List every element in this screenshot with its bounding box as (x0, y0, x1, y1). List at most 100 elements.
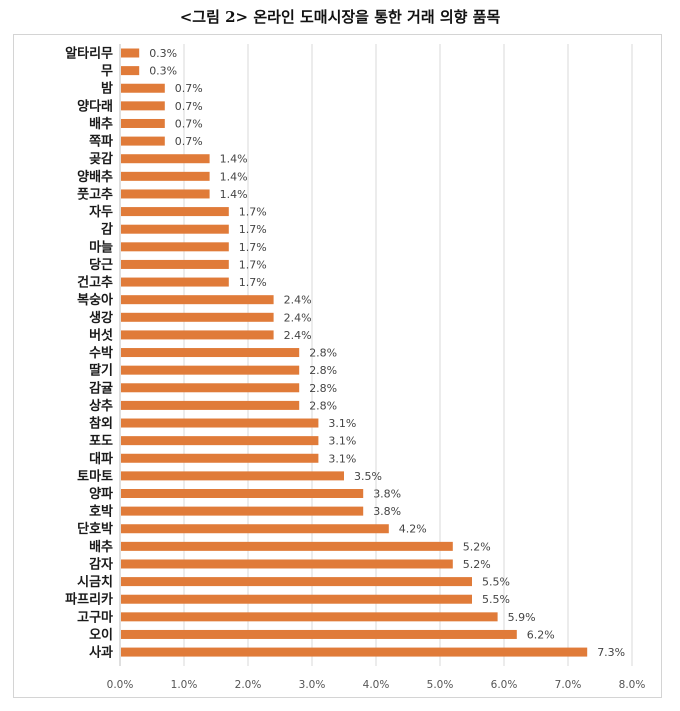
bar (121, 453, 319, 463)
data-label: 2.8% (309, 382, 337, 395)
data-label: 3.1% (328, 435, 356, 448)
bar (121, 171, 210, 181)
data-label: 2.8% (309, 347, 337, 360)
category-label: 버섯 (89, 327, 113, 343)
data-label: 5.5% (482, 576, 510, 589)
data-label: 2.8% (309, 364, 337, 377)
data-label: 5.5% (482, 593, 510, 606)
bar (121, 612, 498, 622)
data-label: 0.3% (149, 47, 177, 60)
bar (121, 559, 453, 569)
data-label: 0.3% (149, 65, 177, 78)
category-label: 참외 (89, 416, 113, 432)
data-label: 1.4% (220, 188, 248, 201)
data-label: 2.4% (284, 311, 312, 324)
bar (121, 242, 229, 252)
x-tick-label: 4.0% (363, 679, 390, 691)
bar (121, 66, 140, 76)
category-label: 마늘 (89, 239, 113, 255)
x-tick-label: 5.0% (427, 679, 454, 691)
category-label: 무 (101, 64, 113, 79)
bar (121, 154, 210, 164)
data-label: 6.2% (527, 628, 555, 641)
category-label: 배추 (89, 539, 113, 555)
category-label: 밤 (101, 81, 113, 97)
x-tick-label: 8.0% (619, 679, 646, 691)
category-label: 생강 (89, 310, 113, 326)
bar (121, 383, 300, 393)
category-label: 토마토 (77, 468, 113, 484)
category-label: 대파 (89, 452, 113, 467)
category-label: 단호박 (77, 521, 113, 537)
category-label: 곶감 (89, 152, 113, 167)
category-label: 알타리무 (65, 46, 113, 62)
data-label: 1.7% (239, 241, 267, 254)
data-label: 5.2% (463, 558, 491, 571)
category-label: 포도 (89, 434, 113, 449)
bar (121, 647, 588, 657)
bar (121, 541, 453, 551)
data-label: 2.4% (284, 329, 312, 342)
category-label: 양배추 (77, 169, 113, 185)
category-label: 감 (101, 223, 113, 238)
x-tick-label: 1.0% (171, 679, 198, 691)
bar (121, 365, 300, 375)
bar (121, 577, 472, 587)
data-label: 0.7% (175, 117, 203, 130)
data-label: 1.7% (239, 258, 267, 271)
data-label: 1.7% (239, 206, 267, 219)
data-label: 3.5% (354, 470, 382, 483)
category-label: 자두 (89, 205, 113, 220)
data-label: 0.7% (175, 135, 203, 148)
bar (121, 83, 165, 93)
category-label: 쪽파 (89, 135, 113, 150)
bar (121, 295, 274, 305)
category-label: 딸기 (89, 364, 113, 379)
category-label: 양다래 (77, 98, 113, 114)
data-label: 1.7% (239, 276, 267, 289)
category-label: 수박 (89, 345, 113, 361)
category-label: 파프리카 (65, 592, 113, 608)
data-label: 4.2% (399, 523, 427, 536)
x-tick-label: 3.0% (299, 679, 326, 691)
bar (121, 629, 517, 639)
category-label: 감자 (89, 557, 113, 572)
x-tick-label: 0.0% (107, 679, 134, 691)
category-label: 감귤 (89, 381, 113, 396)
category-label: 풋고추 (77, 186, 113, 202)
bar (121, 259, 229, 269)
category-label: 복숭아 (77, 292, 113, 308)
bar (121, 312, 274, 322)
bar (121, 277, 229, 287)
bar (121, 207, 229, 217)
data-label: 3.1% (328, 417, 356, 430)
category-label: 시금치 (77, 574, 113, 590)
data-label: 5.2% (463, 540, 491, 553)
bar (121, 348, 300, 358)
bar (121, 118, 165, 128)
category-label: 상추 (89, 398, 113, 414)
bar (121, 189, 210, 199)
bar (121, 506, 364, 516)
data-label: 3.1% (328, 452, 356, 465)
category-label: 건고추 (77, 275, 113, 291)
category-label: 오이 (89, 627, 113, 643)
x-tick-label: 2.0% (235, 679, 262, 691)
category-label: 양파 (89, 487, 113, 502)
x-tick-label: 7.0% (555, 679, 582, 691)
category-label: 사과 (89, 645, 113, 661)
data-label: 3.8% (373, 505, 401, 518)
bar (121, 524, 389, 534)
bar (121, 471, 344, 481)
x-tick-label: 6.0% (491, 679, 518, 691)
bar (121, 418, 319, 428)
category-label: 고구마 (77, 609, 113, 625)
data-label: 1.4% (220, 153, 248, 166)
category-label: 당근 (89, 257, 113, 273)
bar (121, 136, 165, 146)
category-label: 호박 (89, 504, 113, 520)
data-label: 0.7% (175, 100, 203, 113)
bar (121, 224, 229, 234)
category-label: 배추 (89, 116, 113, 132)
